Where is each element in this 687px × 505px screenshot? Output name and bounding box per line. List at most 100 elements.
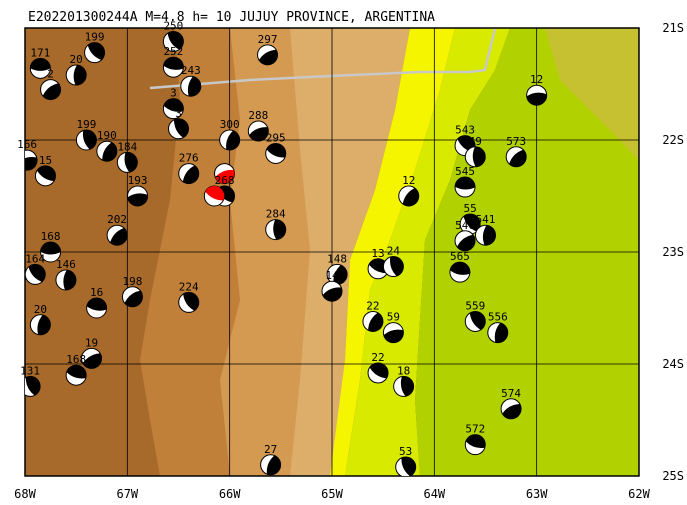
focal-mechanism[interactable] (362, 310, 384, 332)
focal-mechanism[interactable] (219, 129, 241, 151)
event-label: 190 (97, 129, 117, 142)
event-label: 543 (455, 124, 475, 137)
event-label: 20 (34, 303, 47, 316)
event-label: 252 (163, 45, 183, 58)
coordinate-grid (25, 28, 639, 476)
beachball-quadrant (266, 143, 286, 158)
focal-mechanism[interactable] (321, 280, 343, 302)
focal-mechanism[interactable] (20, 375, 41, 397)
focal-mechanism[interactable] (367, 258, 389, 280)
focal-mechanism[interactable] (260, 454, 282, 476)
focal-mechanism[interactable] (25, 263, 46, 285)
beachball-quadrant (258, 49, 278, 65)
focal-mechanism[interactable] (505, 146, 527, 168)
focal-mechanism[interactable] (178, 163, 200, 185)
focal-mechanism[interactable] (326, 263, 348, 285)
focal-mechanism[interactable] (395, 456, 417, 477)
focal-mechanism[interactable] (526, 84, 548, 106)
focal-mechanism[interactable] (178, 291, 200, 313)
focal-mechanism[interactable] (265, 142, 287, 164)
focal-mechanism[interactable] (168, 118, 189, 140)
focal-mechanism[interactable] (86, 297, 108, 319)
event-label: 250 (163, 19, 183, 32)
event-label: 574 (501, 387, 521, 400)
focal-mechanism[interactable] (29, 314, 51, 336)
focal-mechanism[interactable] (257, 44, 279, 66)
event-label: 146 (56, 258, 76, 271)
focal-mechanism[interactable] (454, 176, 476, 198)
beachball-quadrant (187, 76, 201, 97)
beachball-quadrant (226, 130, 240, 150)
focal-mechanism[interactable] (180, 75, 202, 97)
beachball-quadrant (273, 219, 286, 240)
focal-mechanism[interactable] (40, 241, 62, 263)
y-tick-label: 23S (662, 245, 684, 259)
focal-mechanism[interactable] (84, 42, 106, 64)
event-label: 184 (117, 140, 137, 153)
map-title: E202201300244A M=4.8 h= 10 JUJUY PROVINC… (28, 10, 435, 25)
event-label: 202 (107, 213, 127, 226)
terrain-plains-tan (545, 28, 639, 160)
focal-mechanism[interactable] (464, 146, 486, 168)
event-label: 14 (325, 269, 339, 282)
y-tick-label: 21S (662, 21, 684, 35)
focal-mechanism[interactable] (34, 165, 56, 187)
focal-mechanism[interactable] (65, 364, 87, 386)
focal-mechanism[interactable] (487, 322, 509, 344)
map-frame (24, 27, 640, 477)
beachball-quadrant (82, 130, 97, 150)
beachball-quadrant (472, 146, 486, 167)
event-label: 53 (399, 445, 412, 458)
focal-mechanism[interactable] (247, 120, 269, 142)
event-label: 284 (266, 208, 286, 221)
focal-mechanism[interactable] (454, 230, 476, 252)
beachball-quadrant (401, 457, 416, 476)
focal-mechanism[interactable] (75, 129, 97, 151)
event-label: 243 (181, 64, 201, 77)
focal-mechanism[interactable] (65, 64, 87, 86)
focal-mechanism[interactable] (96, 140, 118, 162)
focal-mechanism[interactable] (449, 261, 471, 283)
focal-mechanism[interactable] (29, 57, 51, 79)
y-tick-label: 22S (662, 133, 684, 147)
focal-mechanism[interactable] (265, 219, 287, 241)
event-label: 199 (76, 118, 96, 131)
focal-mechanism[interactable] (214, 163, 236, 185)
focal-mechanism[interactable] (162, 98, 184, 120)
focal-mechanism[interactable] (106, 224, 128, 246)
focal-mechanism[interactable] (40, 79, 62, 101)
event-label: 168 (66, 353, 86, 366)
focal-mechanism[interactable] (475, 224, 496, 246)
focal-mechanism[interactable] (464, 434, 486, 456)
focal-mechanism[interactable] (500, 398, 522, 420)
focal-mechanism[interactable] (17, 149, 38, 171)
focal-mechanism[interactable] (55, 269, 77, 291)
beachball-quadrant (482, 225, 496, 246)
event-label: 3 (170, 87, 177, 100)
focal-mechanism[interactable] (116, 151, 138, 173)
focal-mechanism[interactable] (203, 185, 225, 207)
focal-mechanism[interactable] (464, 310, 486, 332)
beachball-quadrant (205, 186, 225, 201)
beachball-quadrant (42, 83, 61, 100)
focal-mechanism[interactable] (121, 286, 143, 308)
focal-mechanism[interactable] (367, 362, 389, 384)
event-label: 164 (25, 252, 45, 265)
beachball-quadrant (450, 262, 470, 275)
focal-mechanism[interactable] (382, 256, 404, 278)
focal-mechanism[interactable] (393, 375, 415, 397)
beachball-quadrant (124, 290, 143, 307)
event-label: 24 (387, 245, 401, 258)
focal-mechanism[interactable] (162, 30, 184, 52)
event-label: 295 (266, 131, 286, 144)
focal-mechanism[interactable] (81, 347, 103, 369)
focal-mechanism[interactable] (382, 322, 404, 344)
beachball-quadrant (163, 98, 184, 112)
x-tick-label: 63W (526, 487, 548, 501)
focal-mechanism[interactable] (162, 56, 184, 78)
x-tick-label: 64W (423, 487, 445, 501)
focal-mechanism[interactable] (398, 185, 420, 207)
x-tick-label: 68W (14, 487, 36, 501)
beachball-quadrant (494, 322, 508, 343)
focal-mechanism[interactable] (127, 185, 149, 207)
